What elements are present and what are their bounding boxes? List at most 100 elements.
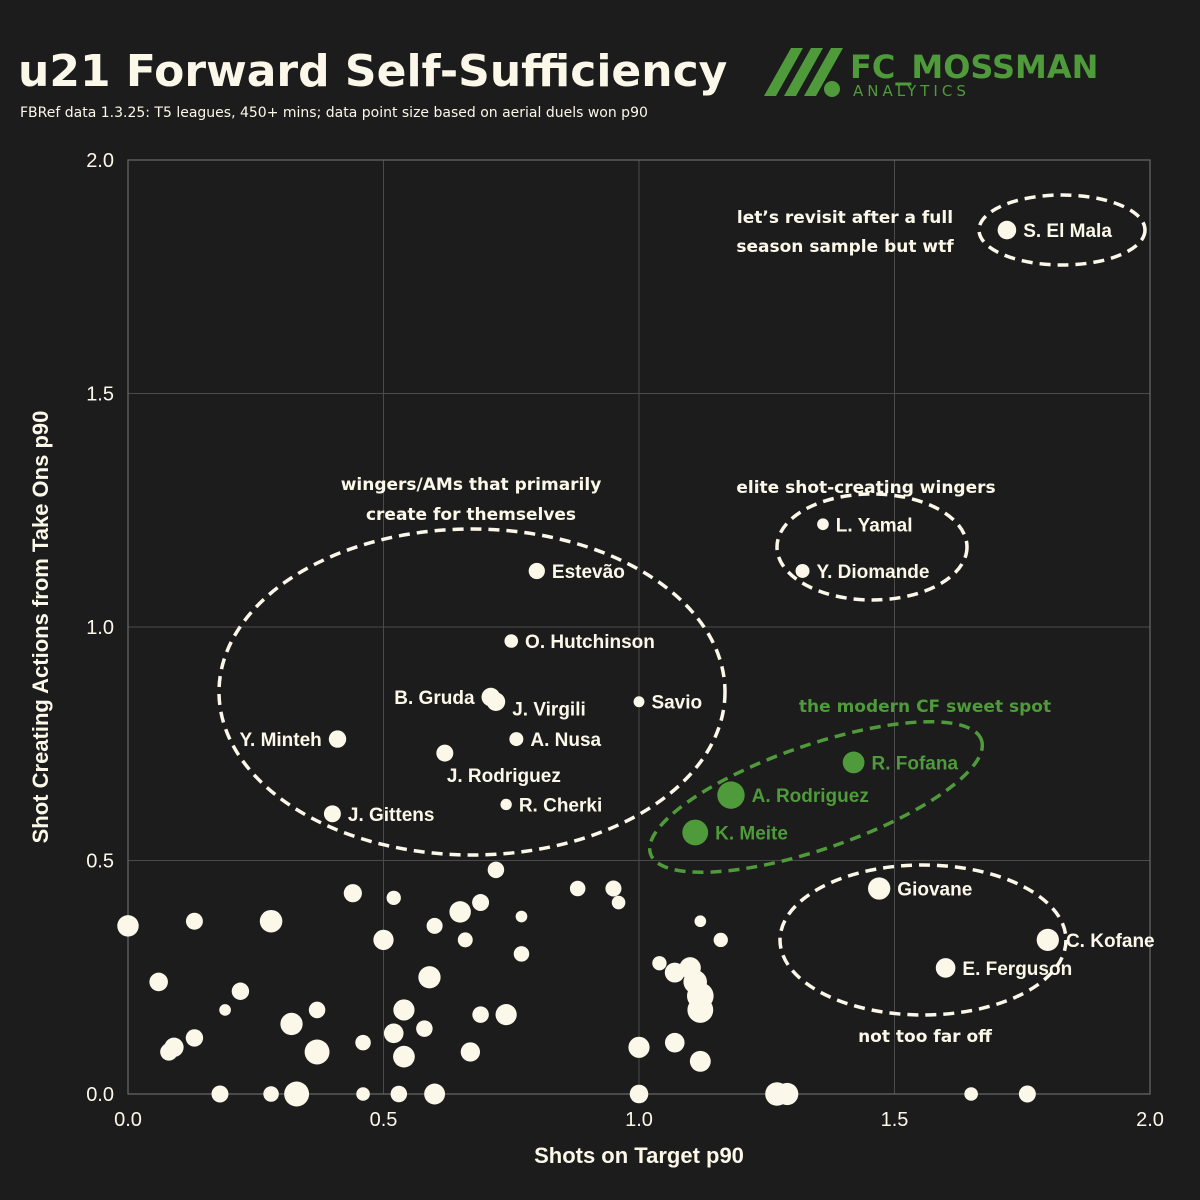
- data-point: [687, 997, 714, 1023]
- chart-title: u21 Forward Self-Sufficiency: [18, 46, 727, 97]
- data-point: [713, 932, 728, 948]
- brand-mark-icon: [764, 48, 843, 97]
- data-point: [373, 929, 394, 951]
- data-point: [418, 966, 441, 989]
- data-point: [629, 1084, 649, 1104]
- data-point: [664, 1032, 685, 1053]
- point-label: S. El Mala: [1023, 221, 1112, 242]
- y-tick-label: 0.0: [86, 1084, 114, 1106]
- point-label: C. Kofane: [1066, 931, 1155, 952]
- point-label: Y. Minteh: [239, 730, 321, 751]
- data-point: [513, 946, 530, 962]
- point-label: J. Virgili: [512, 700, 586, 721]
- wingers-note-line2: create for themselves: [366, 505, 576, 525]
- point-label: J. Rodriguez: [447, 766, 561, 787]
- data-point: [308, 1001, 326, 1019]
- scatter-points: [117, 220, 1059, 1107]
- data-point: [416, 1020, 433, 1037]
- brand-logo: FC_MOSSMAN ANALYTICS: [764, 48, 1098, 100]
- data-point-labeled: [868, 877, 891, 900]
- data-point-labeled: [500, 798, 512, 811]
- brand-name: FC_MOSSMAN: [850, 48, 1098, 86]
- y-axis-label: Shot Creating Actions from Take Ons p90: [28, 411, 53, 844]
- data-point-labeled: [817, 518, 829, 531]
- el-mala-ellipse: [977, 193, 1147, 267]
- data-point: [652, 956, 667, 971]
- x-tick-label: 1.5: [881, 1109, 909, 1131]
- data-point: [776, 1082, 799, 1106]
- data-point: [393, 1045, 415, 1068]
- data-point-labeled: [997, 220, 1017, 240]
- brand-subtitle: ANALYTICS: [853, 82, 970, 100]
- axis-ticks: 0.0 0.5 1.0 1.5 2.0 0.0 0.5 1.0 1.5 2.0: [86, 150, 1164, 1131]
- data-point: [263, 1086, 279, 1102]
- x-tick-label: 0.0: [114, 1109, 142, 1131]
- data-point: [280, 1012, 303, 1036]
- data-point: [149, 972, 168, 992]
- data-point: [424, 1083, 446, 1105]
- data-point-labeled: [509, 732, 524, 747]
- el-mala-note-line2: season sample but wtf: [736, 237, 954, 257]
- point-label: Estevão: [552, 562, 625, 583]
- data-point: [284, 1081, 310, 1107]
- data-point-labeled: [323, 805, 341, 823]
- data-point: [628, 1036, 650, 1058]
- y-tick-label: 0.5: [86, 851, 114, 873]
- data-point: [487, 861, 505, 879]
- point-label: R. Fofana: [871, 753, 958, 774]
- point-label: A. Rodriguez: [752, 786, 869, 807]
- data-point: [383, 1023, 404, 1044]
- data-point: [185, 912, 203, 930]
- data-point-labeled: [795, 563, 810, 578]
- annotation-texts: let’s revisit after a full season sample…: [341, 208, 1051, 1047]
- el-mala-note-line1: let’s revisit after a full: [737, 208, 953, 228]
- data-point-labeled: [935, 958, 956, 978]
- data-point: [117, 915, 139, 937]
- y-tick-label: 1.0: [86, 617, 114, 639]
- data-point-labeled: [528, 562, 545, 580]
- point-label: L. Yamal: [836, 515, 913, 536]
- x-axis-label: Shots on Target p90: [534, 1143, 744, 1168]
- data-point-labeled: [436, 744, 454, 762]
- not-far-off-ellipse: [778, 863, 1068, 1017]
- point-label: Savio: [651, 693, 702, 714]
- data-point: [219, 1004, 231, 1016]
- data-point: [304, 1039, 330, 1065]
- data-point: [472, 1006, 489, 1023]
- point-label: E. Ferguson: [962, 959, 1072, 980]
- x-tick-label: 1.0: [625, 1109, 653, 1131]
- annotation-shapes: [217, 193, 1147, 1017]
- data-point: [964, 1087, 978, 1101]
- data-point-labeled: [717, 781, 745, 809]
- point-label: B. Gruda: [394, 688, 475, 709]
- data-point-labeled: [328, 730, 347, 748]
- data-point: [356, 1087, 370, 1101]
- point-label: Giovane: [897, 880, 972, 901]
- point-label: Y. Diomande: [817, 562, 930, 583]
- y-tick-label: 1.5: [86, 384, 114, 406]
- data-point: [689, 1050, 711, 1072]
- data-point-labeled: [486, 692, 506, 712]
- data-point: [611, 895, 626, 910]
- chart-subtitle: FBRef data 1.3.25: T5 leagues, 450+ mins…: [20, 105, 648, 121]
- not-far-off-note: not too far off: [858, 1027, 992, 1047]
- y-tick-label: 2.0: [86, 150, 114, 172]
- point-label: A. Nusa: [530, 730, 601, 751]
- elite-wingers-ellipse: [775, 492, 969, 602]
- x-tick-label: 2.0: [1136, 1109, 1164, 1131]
- data-point: [449, 901, 471, 923]
- data-point: [457, 932, 473, 948]
- data-point: [211, 1085, 229, 1103]
- data-point: [495, 1004, 517, 1026]
- elite-wingers-note: elite shot-creating wingers: [736, 478, 995, 498]
- cf-sweet-spot-note: the modern CF sweet spot: [799, 697, 1051, 717]
- data-point: [343, 884, 362, 903]
- wingers-note-line1: wingers/AMs that primarily: [341, 475, 602, 495]
- wingers-ellipse: [217, 527, 727, 857]
- data-point-labeled: [682, 819, 709, 846]
- data-point: [472, 894, 490, 912]
- data-point: [386, 890, 401, 906]
- point-label: O. Hutchinson: [525, 632, 655, 653]
- data-point-labeled: [842, 751, 865, 774]
